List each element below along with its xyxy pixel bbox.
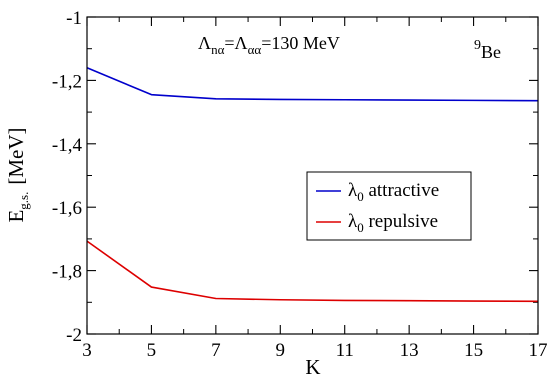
x-tick-label-9: 9 <box>276 340 286 361</box>
plot-frame <box>86 16 539 335</box>
lambda-1-sub: nα <box>211 42 225 57</box>
lambda-value: =130 MeV <box>261 33 340 53</box>
x-tick-label-17: 17 <box>529 340 548 361</box>
legend-label-repulsive-text: repulsive <box>364 211 438 232</box>
nucleus-mass: 9 <box>474 38 481 53</box>
legend-label-attractive: λ0 attractive <box>348 180 439 204</box>
x-tick-label-13: 13 <box>400 340 419 361</box>
legend-label-repulsive-symbol: λ <box>348 211 358 232</box>
legend-box <box>306 171 472 241</box>
lambda-equals: = <box>224 33 234 53</box>
y-tick-label-4: -1,2 <box>52 71 82 92</box>
y-axis-title-unit: [MeV] <box>4 127 28 184</box>
x-tick-label-7: 7 <box>211 340 221 361</box>
series-line-attractive <box>86 66 539 102</box>
legend-label-repulsive-sub: 0 <box>357 220 364 235</box>
y-axis-title-sub: g.s. <box>16 192 31 210</box>
nucleus-label: 9Be <box>474 38 501 62</box>
y-tick-label-2: -1,6 <box>52 198 82 219</box>
lambda-2: Λ <box>235 33 248 53</box>
series-layer <box>86 66 539 303</box>
y-tick-label-3: -1,4 <box>52 135 83 156</box>
legend-label-attractive-sub: 0 <box>357 189 364 204</box>
x-axis-title: K <box>305 355 320 378</box>
nucleus-symbol: Be <box>481 42 501 62</box>
ticks-layer: 3 5 7 9 11 13 15 17 -2 -1,8 -1,6 -1,4 -1,2 -1 <box>52 8 548 361</box>
lambda-annotation: Λnα=Λαα=130 MeV <box>198 33 340 57</box>
legend-label-attractive-symbol: λ <box>348 180 358 201</box>
y-tick-label-5: -1 <box>66 8 82 29</box>
x-tick-label-15: 15 <box>464 340 483 361</box>
legend-label-attractive-text: attractive <box>364 180 439 201</box>
y-tick-label-0: -2 <box>66 325 82 346</box>
lambda-1: Λ <box>198 33 211 53</box>
series-line-repulsive <box>86 240 539 303</box>
legend-label-repulsive: λ0 repulsive <box>348 211 438 235</box>
y-axis-title-main: E <box>4 210 28 223</box>
x-tick-label-5: 5 <box>147 340 157 361</box>
legend: λ0 attractive λ0 repulsive <box>306 171 472 241</box>
x-tick-label-11: 11 <box>336 340 354 361</box>
y-axis-title: Eg.s. [MeV] <box>4 127 31 222</box>
lambda-2-sub: αα <box>248 42 262 57</box>
x-tick-label-3: 3 <box>82 340 92 361</box>
y-tick-label-1: -1,8 <box>52 262 82 283</box>
